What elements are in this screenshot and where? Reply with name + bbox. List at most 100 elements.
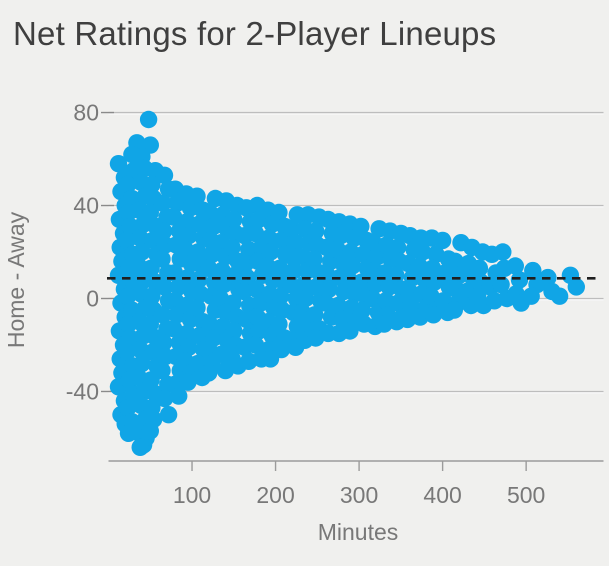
data-point — [133, 354, 151, 373]
data-point — [353, 301, 372, 319]
data-point — [143, 287, 161, 305]
data-point — [402, 296, 420, 315]
data-point — [141, 315, 159, 333]
data-point — [270, 315, 288, 333]
data-point — [307, 222, 325, 240]
data-point — [180, 227, 198, 245]
data-point — [368, 248, 387, 266]
data-point — [305, 250, 323, 268]
data-point — [522, 287, 540, 305]
data-point — [118, 231, 136, 250]
data-point — [190, 215, 209, 233]
data-point — [118, 343, 136, 361]
data-point — [296, 289, 315, 308]
data-point — [286, 234, 305, 252]
data-point — [282, 220, 301, 238]
data-point — [200, 364, 218, 382]
data-point — [247, 280, 265, 298]
data-point — [413, 243, 432, 261]
data-point — [445, 301, 463, 319]
x-tick-label: 500 — [507, 482, 545, 508]
data-point — [131, 438, 149, 456]
data-point — [270, 203, 288, 222]
data-point — [446, 252, 464, 270]
data-point — [203, 245, 221, 263]
y-axis-label: Home - Away — [3, 211, 29, 348]
data-point — [225, 322, 243, 340]
data-point — [354, 245, 372, 263]
data-point — [510, 271, 529, 289]
data-point — [119, 399, 137, 417]
data-point — [433, 231, 452, 250]
data-point — [341, 322, 359, 340]
data-point — [121, 217, 139, 236]
data-point — [121, 329, 139, 347]
data-point — [364, 234, 382, 252]
data-point — [224, 294, 242, 312]
data-point — [320, 280, 338, 298]
data-point — [343, 257, 362, 275]
data-point — [165, 208, 183, 226]
data-point — [285, 261, 303, 280]
data-point — [410, 257, 428, 275]
data-point — [154, 222, 173, 240]
data-point — [352, 217, 370, 236]
x-tick-label: 400 — [423, 482, 461, 508]
x-tick-label: 100 — [173, 482, 211, 508]
data-point — [155, 278, 174, 296]
data-point — [524, 261, 542, 280]
data-point — [109, 155, 128, 173]
data-point — [200, 315, 219, 333]
data-point — [506, 257, 524, 275]
data-point — [494, 243, 512, 261]
data-point — [179, 373, 197, 391]
x-axis: 100 200 300 400 500 — [108, 460, 604, 508]
x-tick-label: 200 — [256, 482, 294, 508]
data-point — [143, 175, 161, 194]
data-point — [367, 275, 385, 294]
y-tick-label: 0 — [86, 286, 99, 312]
data-point — [424, 306, 443, 324]
data-point — [153, 250, 171, 268]
data-point — [332, 227, 350, 245]
data-point — [205, 329, 223, 347]
data-point — [141, 203, 159, 222]
data-point — [246, 224, 265, 243]
data-point — [246, 336, 265, 354]
data-point — [271, 259, 289, 277]
data-point — [567, 278, 585, 296]
data-point — [188, 299, 206, 317]
data-point — [261, 243, 280, 261]
scatter-points — [109, 110, 585, 456]
x-tick-label: 300 — [340, 482, 378, 508]
data-point — [492, 275, 510, 294]
y-tick-label: -40 — [66, 378, 99, 404]
data-point — [119, 287, 137, 305]
y-tick-label: 40 — [73, 193, 99, 219]
data-point — [189, 243, 207, 261]
data-point — [154, 194, 172, 212]
data-point — [165, 320, 183, 338]
chart-title: Net Ratings for 2-Player Lineups — [13, 15, 497, 52]
data-point — [139, 110, 158, 129]
data-point — [154, 334, 173, 352]
data-point — [450, 266, 468, 284]
data-point — [127, 422, 145, 440]
data-point — [141, 422, 159, 440]
data-point — [387, 266, 405, 284]
data-point — [119, 175, 137, 194]
data-point — [271, 287, 290, 305]
data-point — [200, 203, 219, 222]
data-point — [200, 259, 218, 277]
data-point — [153, 361, 171, 380]
data-point — [272, 231, 291, 250]
data-point — [159, 406, 178, 424]
data-point — [205, 217, 223, 236]
x-axis-label: Minutes — [318, 519, 399, 545]
data-point — [133, 243, 151, 261]
data-point — [550, 287, 569, 305]
data-point — [155, 166, 174, 184]
data-point — [363, 289, 382, 308]
